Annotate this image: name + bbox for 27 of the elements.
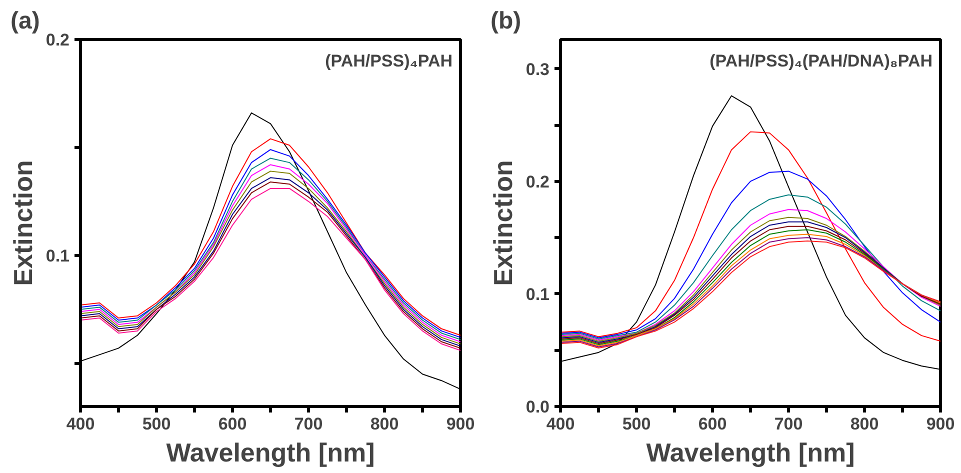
x-tick-label: 700	[294, 414, 323, 434]
x-tick-label: 400	[546, 414, 575, 434]
x-tick-label: 700	[774, 414, 803, 434]
x-tick-label: 600	[218, 414, 247, 434]
chart-title: (a)	[10, 8, 40, 34]
x-tick-label: 500	[622, 414, 651, 434]
y-tick-label: 0.3	[526, 60, 550, 79]
x-axis-title: Wavelength [nm]	[166, 438, 375, 468]
x-tick-label: 600	[698, 414, 727, 434]
y-tick-label: 0.2	[526, 172, 550, 192]
x-tick-label: 500	[142, 414, 171, 434]
x-tick-label: 400	[66, 414, 95, 434]
y-tick-label: 0.2	[46, 30, 70, 50]
y-axis-title: Extinction	[488, 160, 518, 286]
y-axis-title: Extinction	[8, 160, 38, 286]
annotation: (PAH/PSS)₄(PAH/DNA)₈PAH	[710, 52, 933, 70]
y-tick-label: 0.1	[526, 284, 550, 304]
y-tick-label: 0.0	[526, 398, 550, 416]
x-tick-label: 900	[926, 414, 955, 434]
x-axis-title: Wavelength [nm]	[646, 438, 855, 468]
x-tick-label: 900	[446, 414, 475, 434]
x-tick-label: 800	[370, 414, 399, 434]
x-tick-label: 800	[850, 414, 879, 434]
annotation: (PAH/PSS)₄PAH	[325, 52, 453, 70]
y-tick-label: 0.1	[46, 246, 70, 266]
chart-title: (b)	[490, 8, 522, 34]
line-series	[560, 131, 940, 342]
